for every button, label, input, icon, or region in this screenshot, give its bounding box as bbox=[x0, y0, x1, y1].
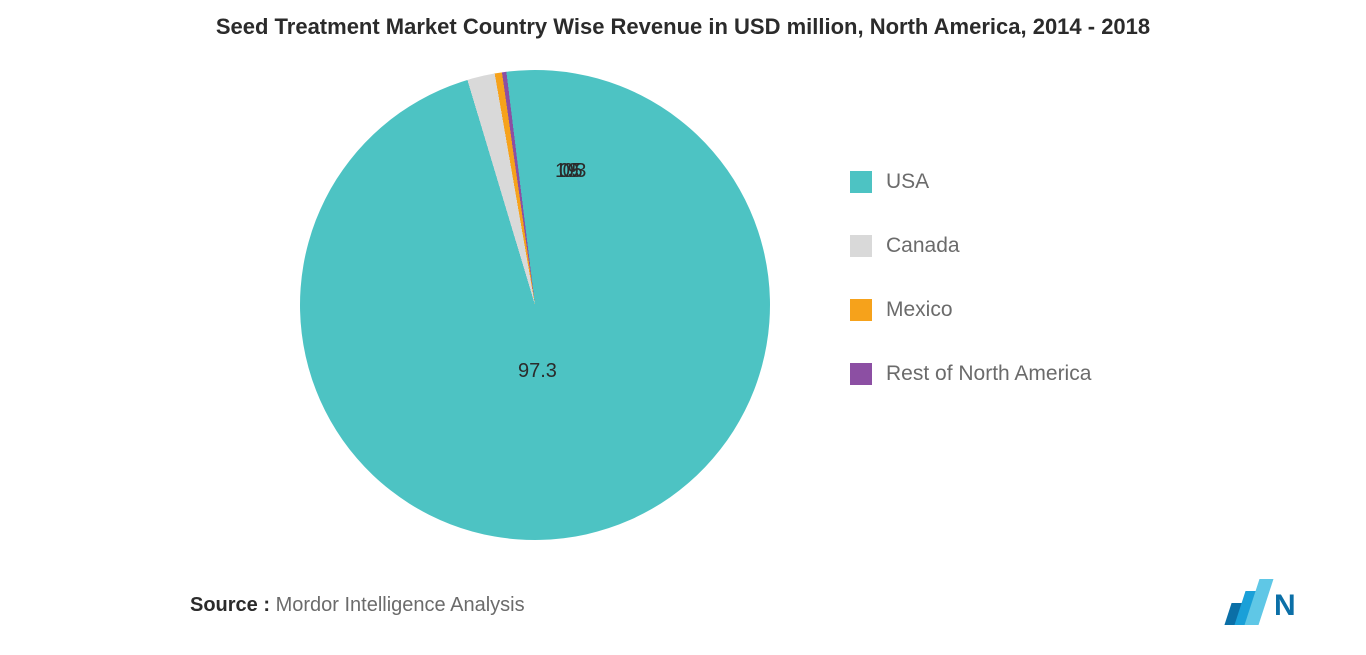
legend-label: Mexico bbox=[886, 298, 953, 322]
legend-swatch-mexico bbox=[850, 299, 872, 321]
legend: USA Canada Mexico Rest of North America bbox=[850, 170, 1091, 426]
legend-item: Mexico bbox=[850, 298, 1091, 322]
legend-item: Rest of North America bbox=[850, 362, 1091, 386]
legend-item: Canada bbox=[850, 234, 1091, 258]
legend-swatch-usa bbox=[850, 171, 872, 193]
pie-label-main: 97.3 bbox=[518, 360, 557, 383]
legend-swatch-rest bbox=[850, 363, 872, 385]
pie-body bbox=[273, 43, 797, 567]
chart-area: 97.3 1.90.50.3 USA Canada Mexico Rest of… bbox=[0, 60, 1366, 560]
source-line: Source : Mordor Intelligence Analysis bbox=[190, 594, 525, 617]
pie-label-rest: 0.3 bbox=[563, 160, 585, 182]
legend-label: Rest of North America bbox=[886, 362, 1091, 386]
legend-swatch-canada bbox=[850, 235, 872, 257]
legend-label: USA bbox=[886, 170, 929, 194]
pie-chart: 97.3 1.90.50.3 bbox=[300, 70, 770, 540]
pie-label-small: 1.90.50.3 bbox=[555, 160, 584, 183]
legend-item: USA bbox=[850, 170, 1091, 194]
source-value: Mordor Intelligence Analysis bbox=[276, 594, 525, 616]
source-key: Source : bbox=[190, 594, 276, 616]
brand-logo: N bbox=[1228, 577, 1306, 625]
logo-text: N bbox=[1274, 589, 1293, 623]
chart-title: Seed Treatment Market Country Wise Reven… bbox=[0, 14, 1366, 40]
logo-bars-icon bbox=[1228, 577, 1270, 625]
legend-label: Canada bbox=[886, 234, 960, 258]
